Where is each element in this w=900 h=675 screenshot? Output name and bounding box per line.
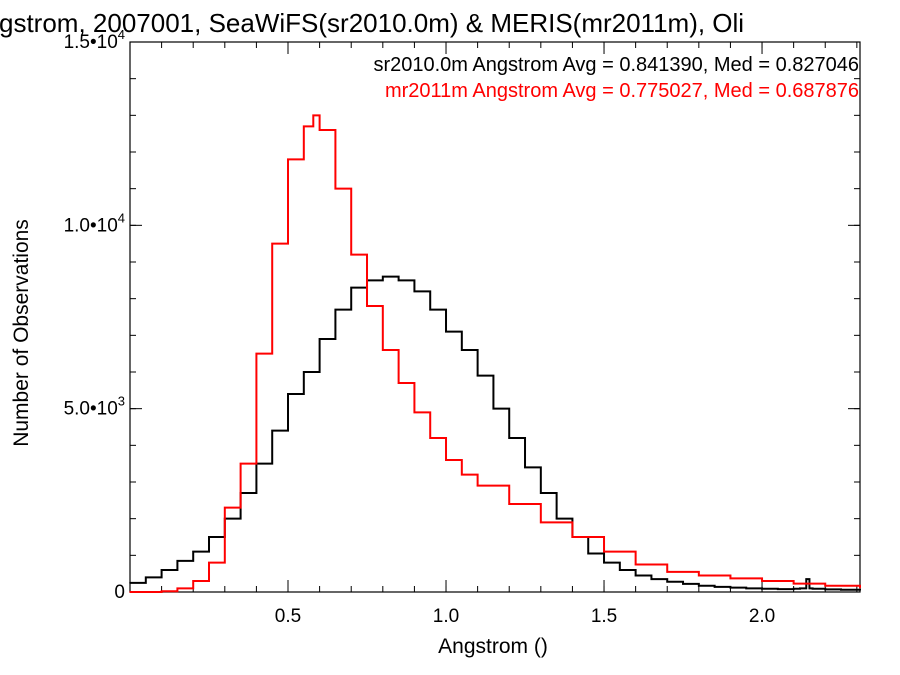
y-tick-label: 1.0•104 [64,210,125,236]
data-point-sr2010.0m [303,371,305,373]
data-point-sr2010.0m [524,466,526,469]
data-point-sr2010.0m [840,589,842,591]
y-tick-label: 1.5•104 [64,27,125,53]
data-point-sr2010.0m [350,286,353,289]
data-point-sr2010.0m [413,290,416,293]
data-point-mr2011m [413,411,416,414]
data-point-sr2010.0m [824,588,827,591]
data-point-sr2010.0m [555,517,558,520]
data-point-sr2010.0m [799,587,801,590]
x-tick-label: 0.5 [275,606,301,627]
data-point-sr2010.0m [445,330,447,333]
data-point-sr2010.0m [634,574,637,577]
data-point-sr2010.0m [429,308,432,311]
data-point-mr2011m [334,187,337,190]
data-point-sr2010.0m [492,407,495,410]
data-point-sr2010.0m [160,569,163,571]
data-point-mr2011m [508,503,511,505]
data-point-mr2011m [350,253,353,256]
data-point-mr2011m [792,582,795,585]
data-point-mr2011m [461,473,463,476]
data-point-sr2010.0m [129,582,131,584]
x-tick-label: 1.5 [591,606,617,627]
data-point-mr2011m [603,550,605,553]
y-tick-label: 5.0•103 [64,394,125,420]
data-point-sr2010.0m [476,374,479,377]
data-point-sr2010.0m [792,587,795,590]
legend-annotation-mr2011: mr2011m Angstrom Avg = 0.775027, Med = 0… [385,80,859,102]
data-point-sr2010.0m [176,560,179,562]
data-point-mr2011m [476,484,479,487]
data-point-sr2010.0m [508,437,511,439]
data-point-sr2010.0m [761,587,763,590]
x-tick-label: 2.0 [749,606,775,627]
plot-frame [129,41,861,593]
data-point-mr2011m [397,382,400,384]
data-point-sr2010.0m [318,338,321,340]
data-point-sr2010.0m [811,587,814,590]
data-point-mr2011m [287,158,289,161]
legend-annotation-sr2010: sr2010.0m Angstrom Avg = 0.841390, Med =… [373,54,859,76]
data-point-sr2010.0m [698,584,700,587]
data-point-mr2011m [729,577,732,580]
data-point-sr2010.0m [287,393,289,395]
data-point-sr2010.0m [745,587,748,590]
data-point-sr2010.0m [777,588,779,590]
data-point-sr2010.0m [334,308,337,311]
data-point-sr2010.0m [805,578,808,580]
data-point-mr2011m [224,506,226,509]
data-point-sr2010.0m [666,580,669,583]
data-point-sr2010.0m [682,583,684,585]
data-point-mr2011m [208,561,210,564]
data-point-mr2011m [382,349,384,351]
data-point-mr2011m [666,571,669,573]
data-point-mr2011m [824,584,827,587]
data-point-mr2011m [429,437,432,439]
data-point-mr2011m [366,305,368,307]
chart-title: gstrom, 2007001, SeaWiFS(sr2010.0m) & ME… [0,8,744,38]
data-point-sr2010.0m [729,586,732,589]
data-point-mr2011m [634,563,637,566]
data-point-mr2011m [540,521,542,524]
data-point-mr2011m [129,591,131,593]
data-point-sr2010.0m [145,576,147,579]
data-point-sr2010.0m [603,561,605,564]
data-point-mr2011m [176,587,179,590]
data-point-sr2010.0m [271,429,274,432]
data-point-sr2010.0m [461,349,463,351]
x-tick-label: 1.0 [433,606,459,627]
data-point-sr2010.0m [397,279,400,282]
data-point-mr2011m [303,125,305,128]
data-point-mr2011m [698,574,700,577]
data-point-mr2011m [318,129,321,131]
series-mr2011m [130,114,861,593]
data-point-mr2011m [571,536,574,538]
data-point-mr2011m [312,114,315,117]
data-point-sr2010.0m [619,569,621,571]
data-point-sr2010.0m [713,586,716,588]
x-axis-label: Angstrom () [438,635,548,658]
data-point-sr2010.0m [540,492,542,494]
data-point-sr2010.0m [587,552,590,555]
series-sr2010.0m [130,275,861,591]
data-point-mr2011m [761,580,763,582]
data-point-mr2011m [192,580,195,582]
data-point-mr2011m [271,242,274,245]
data-point-sr2010.0m [650,578,653,580]
data-point-mr2011m [239,462,242,465]
data-point-mr2011m [160,590,163,593]
data-point-sr2010.0m [808,587,811,590]
data-point-mr2011m [255,352,258,355]
data-point-mr2011m [859,586,861,589]
y-tick-label: 0 [114,582,125,603]
data-point-mr2011m [445,459,447,461]
data-point-sr2010.0m [859,589,861,591]
data-point-sr2010.0m [192,550,195,553]
data-point-sr2010.0m [382,275,384,278]
data-point-sr2010.0m [208,536,210,538]
y-axis-label: Number of Observations [10,219,33,447]
